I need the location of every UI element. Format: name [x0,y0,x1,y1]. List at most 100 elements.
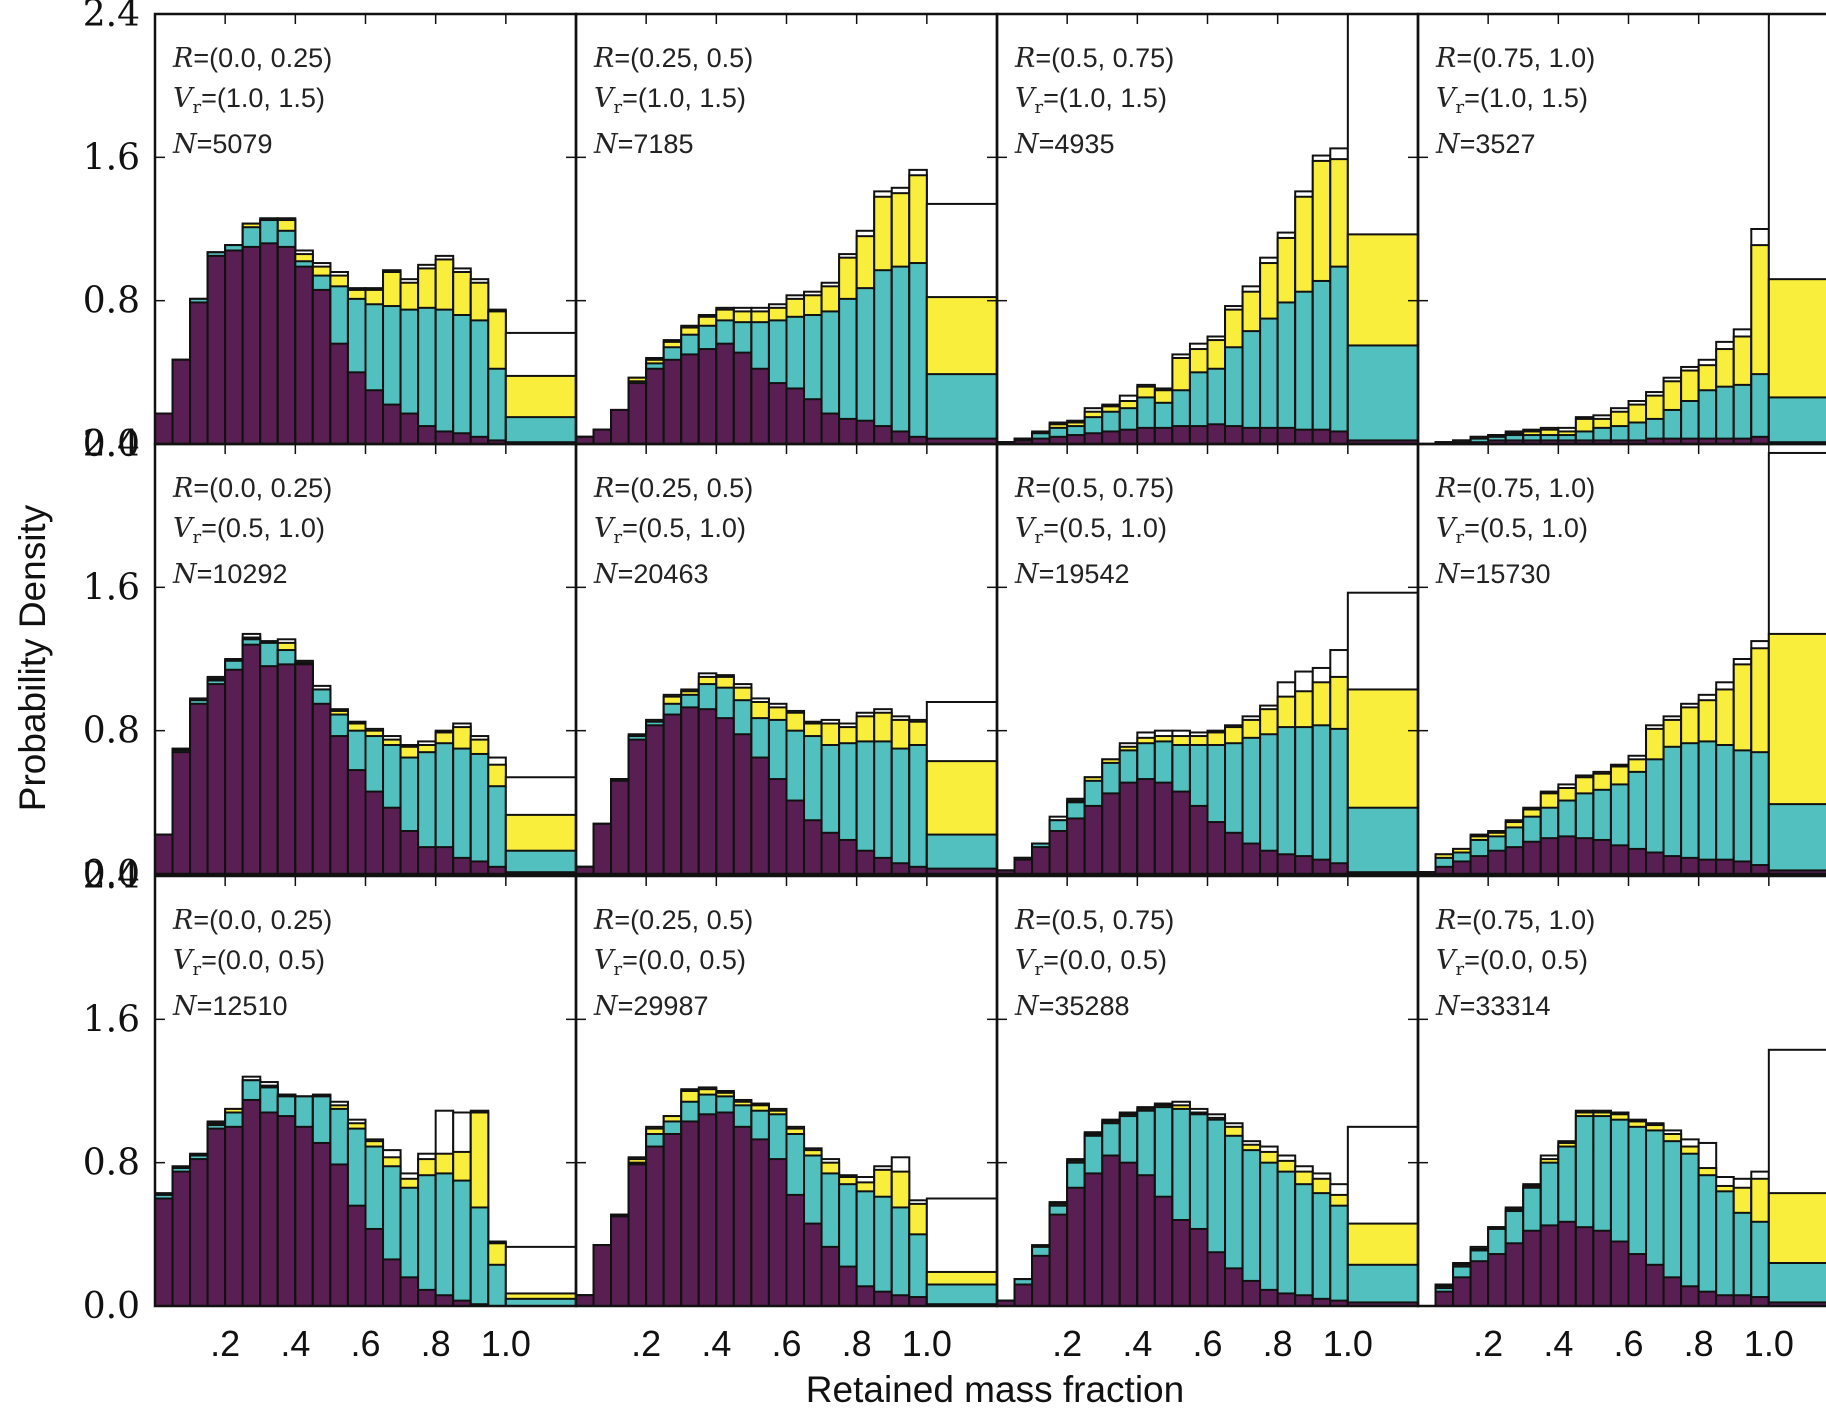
bar-purple [627,1163,648,1306]
bar-purple [1101,1154,1121,1306]
bar-teal [1732,383,1753,444]
panel-label-R: R=(0.0, 0.25) [172,43,332,74]
bar-purple [1294,428,1314,444]
panel-r3-c3: R=(0.5, 0.75)Vr=(0.0, 0.5)N=35288 [995,874,1420,1308]
bar-teal [504,849,576,874]
vr-range: =(0.0, 0.5) [201,945,325,975]
n-symbol: N [1014,559,1040,590]
bar-purple [1557,1220,1577,1306]
r-range: =(0.75, 1.0) [1456,473,1595,503]
bar-purple [1452,1276,1472,1306]
bar-purple [1171,425,1191,444]
v-symbol: V [1015,945,1037,976]
bar-purple [434,846,455,874]
n-symbol: N [172,129,198,160]
panel-label-R: R=(0.75, 1.0) [1435,43,1595,74]
bar-purple [645,367,665,444]
bar-purple [1311,858,1332,874]
x-tick-label: .8 [1263,1323,1293,1364]
bar-purple [434,1294,455,1306]
bar-teal [925,1283,997,1306]
n-count: =15730 [1460,559,1551,589]
bar-teal [1346,806,1418,874]
panel-label-N: N=10292 [172,559,287,590]
bar-purple [1136,426,1156,444]
r-symbol: R [1435,43,1456,74]
y-tick-label: 0.0 [83,1286,140,1327]
panel-frame [1416,874,1826,1308]
n-symbol: N [1435,129,1461,160]
bar-teal [1750,751,1770,874]
bar-purple [1101,792,1121,874]
bar-purple [785,799,806,874]
bar-purple [382,806,402,874]
bar-purple [750,756,770,874]
bar-purple [155,833,174,874]
bar-purple [1118,1161,1139,1306]
panel-bars [997,14,1418,444]
bar-purple [1680,856,1700,874]
bar-purple [452,856,472,874]
v-symbol: V [173,945,195,976]
bar-purple [715,342,735,444]
bar-teal [1276,1170,1297,1306]
bar-purple [1680,1285,1700,1306]
x-tick-label: .2 [210,1323,240,1364]
bar-purple [890,862,911,874]
bar-purple [1732,1294,1753,1306]
bar-teal [1311,279,1332,444]
bar-teal [890,1206,911,1306]
bar-teal [434,1172,455,1306]
panel-bars [997,1100,1418,1306]
r-symbol: R [172,473,193,504]
panel-bars [997,591,1418,874]
bar-purple [1487,849,1507,874]
bar-purple [1469,1260,1490,1306]
bar-purple [697,348,718,444]
x-tick-label: .2 [1473,1323,1503,1364]
panel-r3-c2: R=(0.25, 0.5)Vr=(0.0, 0.5)N=29987 [574,874,999,1308]
bar-purple [1504,1242,1525,1306]
panel-bars [155,632,576,874]
bar-teal [1715,385,1735,444]
panel-label-Vr: Vr=(1.0, 1.5) [173,83,325,118]
bar-purple [715,717,735,874]
bar-purple [346,371,367,444]
vr-range: =(0.5, 1.0) [1043,513,1167,543]
panel-label-R: R=(0.25, 0.5) [593,43,753,74]
bar-teal [1767,1262,1826,1306]
panel-label-N: N=19542 [1014,559,1129,590]
panel-label-N: N=20463 [593,559,708,590]
panel-r2-c4: R=(0.75, 1.0)Vr=(0.5, 1.0)N=15730 [1416,442,1826,876]
bar-purple [1013,1283,1034,1306]
v-symbol: V [594,513,616,544]
x-tick-label: .8 [421,1323,451,1364]
bar-purple [1259,849,1279,874]
bar-purple [838,838,858,874]
bar-purple [1136,1174,1156,1306]
bar-teal [1680,1152,1700,1306]
bar-purple [767,778,788,874]
bar-purple [820,831,841,874]
n-count: =3527 [1460,129,1536,159]
bar-purple [645,1145,665,1306]
bar-teal [469,752,490,874]
bar-purple [1557,835,1577,874]
y-tick-label: 0.0 [83,424,140,465]
bar-purple [838,417,858,444]
v-subscript: r [614,97,623,118]
n-count: =5079 [197,129,273,159]
bar-teal [452,314,472,444]
vr-range: =(1.0, 1.5) [1043,83,1167,113]
bar-teal [908,1233,928,1306]
bar-purple [1715,1294,1735,1306]
vr-range: =(1.0, 1.5) [622,83,746,113]
panel-label-N: N=35288 [1014,991,1129,1022]
panel-frame [1416,442,1826,876]
y-tick-label: 1.6 [83,567,140,608]
r-symbol: R [1435,473,1456,504]
bar-teal [417,306,437,444]
panel-label-N: N=4935 [1014,129,1114,160]
x-tick-label: .2 [1052,1323,1082,1364]
